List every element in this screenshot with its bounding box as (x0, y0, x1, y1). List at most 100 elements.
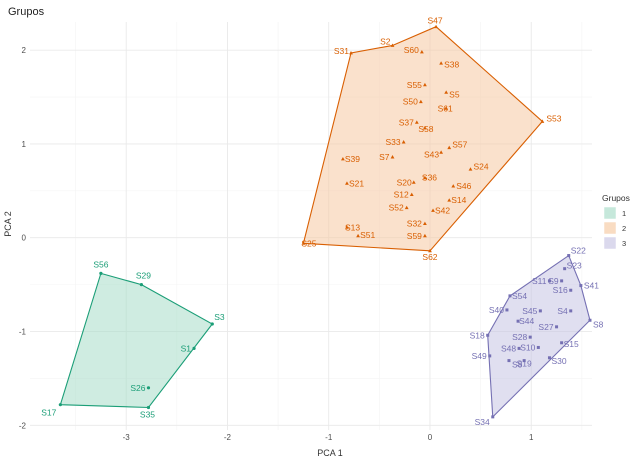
point-label: S23 (567, 261, 582, 271)
point-S55 (423, 82, 427, 87)
point-S61 (444, 106, 449, 110)
point-S51 (356, 233, 360, 238)
legend-label: 1 (622, 209, 626, 218)
point-S62 (428, 248, 432, 253)
point-label: S50 (403, 97, 418, 107)
point-label: S12 (394, 190, 409, 200)
point-label: S4 (557, 306, 568, 316)
point-label: S34 (475, 417, 490, 427)
point-S27 (555, 325, 559, 329)
point-label: S60 (404, 45, 419, 55)
point-label: S44 (519, 316, 534, 326)
point-label: S29 (136, 271, 151, 281)
point-label: S15 (564, 339, 579, 349)
point-S52 (404, 205, 409, 210)
point-label: S40 (489, 305, 504, 315)
legend: Grupos 1 2 3 (602, 193, 630, 250)
point-S38 (439, 61, 444, 65)
point-label: S56 (93, 259, 108, 269)
point-S54 (508, 294, 512, 298)
point-S16 (569, 288, 573, 292)
point-S15 (560, 341, 564, 345)
point-S44 (516, 319, 520, 323)
point-label: S28 (512, 332, 527, 342)
point-label: S42 (435, 206, 450, 216)
point-label: S59 (407, 231, 422, 241)
point-S34 (491, 415, 495, 419)
point-label: S35 (140, 409, 155, 419)
point-S24 (468, 167, 473, 171)
x-tick-label: -3 (123, 433, 131, 442)
point-S17 (58, 403, 62, 407)
point-S9 (560, 279, 564, 283)
point-label: S10 (520, 342, 535, 352)
point-label: S53 (546, 113, 561, 123)
point-label: S55 (407, 80, 422, 90)
point-S60 (419, 50, 424, 54)
y-tick-label: -2 (19, 421, 27, 430)
point-S23 (563, 267, 567, 271)
point-label: S31 (334, 46, 349, 56)
x-tick-label: -1 (325, 433, 333, 442)
point-S5 (444, 90, 449, 94)
point-S45 (538, 309, 542, 313)
point-label: S37 (399, 117, 414, 127)
point-S59 (423, 233, 427, 238)
point-S10 (536, 345, 540, 349)
point-S19 (522, 359, 526, 363)
x-tick-label: 1 (529, 433, 534, 442)
point-label: S58 (418, 124, 433, 134)
point-S47 (434, 24, 438, 29)
point-S12 (409, 192, 414, 196)
point-label-layer: S56 S29 S3 S1 S26 S17 S35 S47 S2 S60 S31 S38 S55 S5 S5… (41, 16, 603, 427)
point-label: S39 (345, 154, 360, 164)
point-S20 (411, 180, 416, 184)
point-S30 (547, 356, 551, 360)
point-label: S46 (456, 181, 471, 191)
point-label: S45 (522, 306, 537, 316)
point-S8 (588, 318, 592, 322)
point-label: S32 (407, 219, 422, 229)
point-S29 (139, 283, 143, 287)
point-S8 (507, 359, 511, 363)
point-label: S13 (345, 222, 360, 232)
point-label: S20 (397, 177, 412, 187)
point-label: S41 (584, 281, 599, 291)
point-S35 (146, 405, 151, 410)
point-S56 (99, 271, 103, 275)
point-label: S48 (501, 343, 516, 353)
point-S25 (301, 241, 306, 245)
point-label: S25 (301, 238, 316, 248)
point-label: S9 (548, 276, 559, 286)
axis-layer: -3 -2 -1 0 1 -2 -1 0 1 2 (19, 46, 534, 442)
legend-title: Grupos (602, 193, 630, 203)
x-axis-title: PCA 1 (317, 448, 343, 458)
point-label: S14 (451, 195, 466, 205)
point-label: S61 (438, 103, 453, 113)
legend-key-2 (603, 221, 617, 235)
point-S53 (540, 119, 545, 123)
point-label: S8 (512, 360, 523, 370)
y-axis-title: PCA 2 (3, 211, 13, 237)
point-S14 (447, 198, 452, 202)
point-S39 (340, 156, 345, 161)
legend-label: 2 (622, 224, 626, 233)
point-label: S16 (553, 285, 568, 295)
point-S7 (390, 155, 395, 159)
y-tick-label: 2 (22, 46, 27, 55)
x-tick-label: 0 (428, 433, 433, 442)
point-S57 (447, 145, 452, 150)
point-label: S18 (470, 330, 485, 340)
legend-key-1 (603, 206, 617, 220)
legend-label: 3 (622, 239, 626, 248)
point-S46 (451, 184, 456, 188)
point-S18 (486, 333, 490, 337)
point-S13 (345, 225, 349, 229)
point-S4 (569, 309, 573, 313)
point-label: S5 (449, 89, 460, 99)
point-S2 (390, 43, 395, 47)
point-label: S51 (360, 230, 375, 240)
hull-layer (59, 26, 591, 419)
